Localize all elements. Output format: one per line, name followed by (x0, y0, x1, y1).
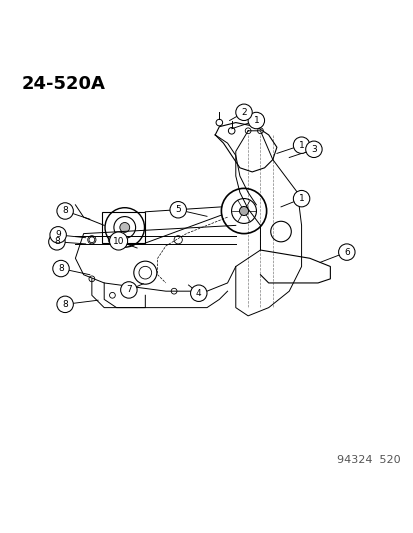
Circle shape (190, 285, 206, 302)
Circle shape (50, 227, 66, 243)
Circle shape (293, 137, 309, 154)
Circle shape (257, 128, 263, 134)
Text: 8: 8 (62, 300, 68, 309)
Text: 6: 6 (343, 248, 349, 256)
Circle shape (53, 260, 69, 277)
Circle shape (49, 233, 65, 250)
Circle shape (57, 203, 73, 219)
Text: 4: 4 (195, 289, 201, 298)
Text: 8: 8 (62, 206, 68, 215)
Text: 3: 3 (310, 145, 316, 154)
Circle shape (239, 206, 248, 215)
Text: 2: 2 (241, 108, 246, 117)
Circle shape (293, 190, 309, 207)
Text: 1: 1 (253, 116, 259, 125)
Circle shape (244, 128, 250, 134)
Circle shape (89, 276, 95, 282)
Circle shape (120, 282, 137, 298)
Text: 7: 7 (126, 286, 131, 294)
Text: 5: 5 (175, 205, 180, 214)
Text: 8: 8 (54, 237, 59, 246)
Text: 1: 1 (298, 194, 304, 203)
Text: 8: 8 (58, 264, 64, 273)
Text: 24-520A: 24-520A (22, 75, 106, 93)
Text: 94324  520: 94324 520 (336, 455, 399, 465)
Circle shape (89, 237, 95, 243)
Circle shape (171, 288, 176, 294)
Circle shape (57, 296, 73, 312)
Circle shape (109, 232, 127, 250)
Text: 10: 10 (113, 237, 124, 246)
Circle shape (235, 104, 252, 120)
Circle shape (119, 222, 129, 232)
Text: 9: 9 (55, 230, 61, 239)
Circle shape (305, 141, 321, 158)
Text: 1: 1 (298, 141, 304, 150)
Circle shape (247, 112, 264, 129)
Circle shape (109, 293, 115, 298)
Circle shape (338, 244, 354, 260)
Circle shape (170, 201, 186, 218)
